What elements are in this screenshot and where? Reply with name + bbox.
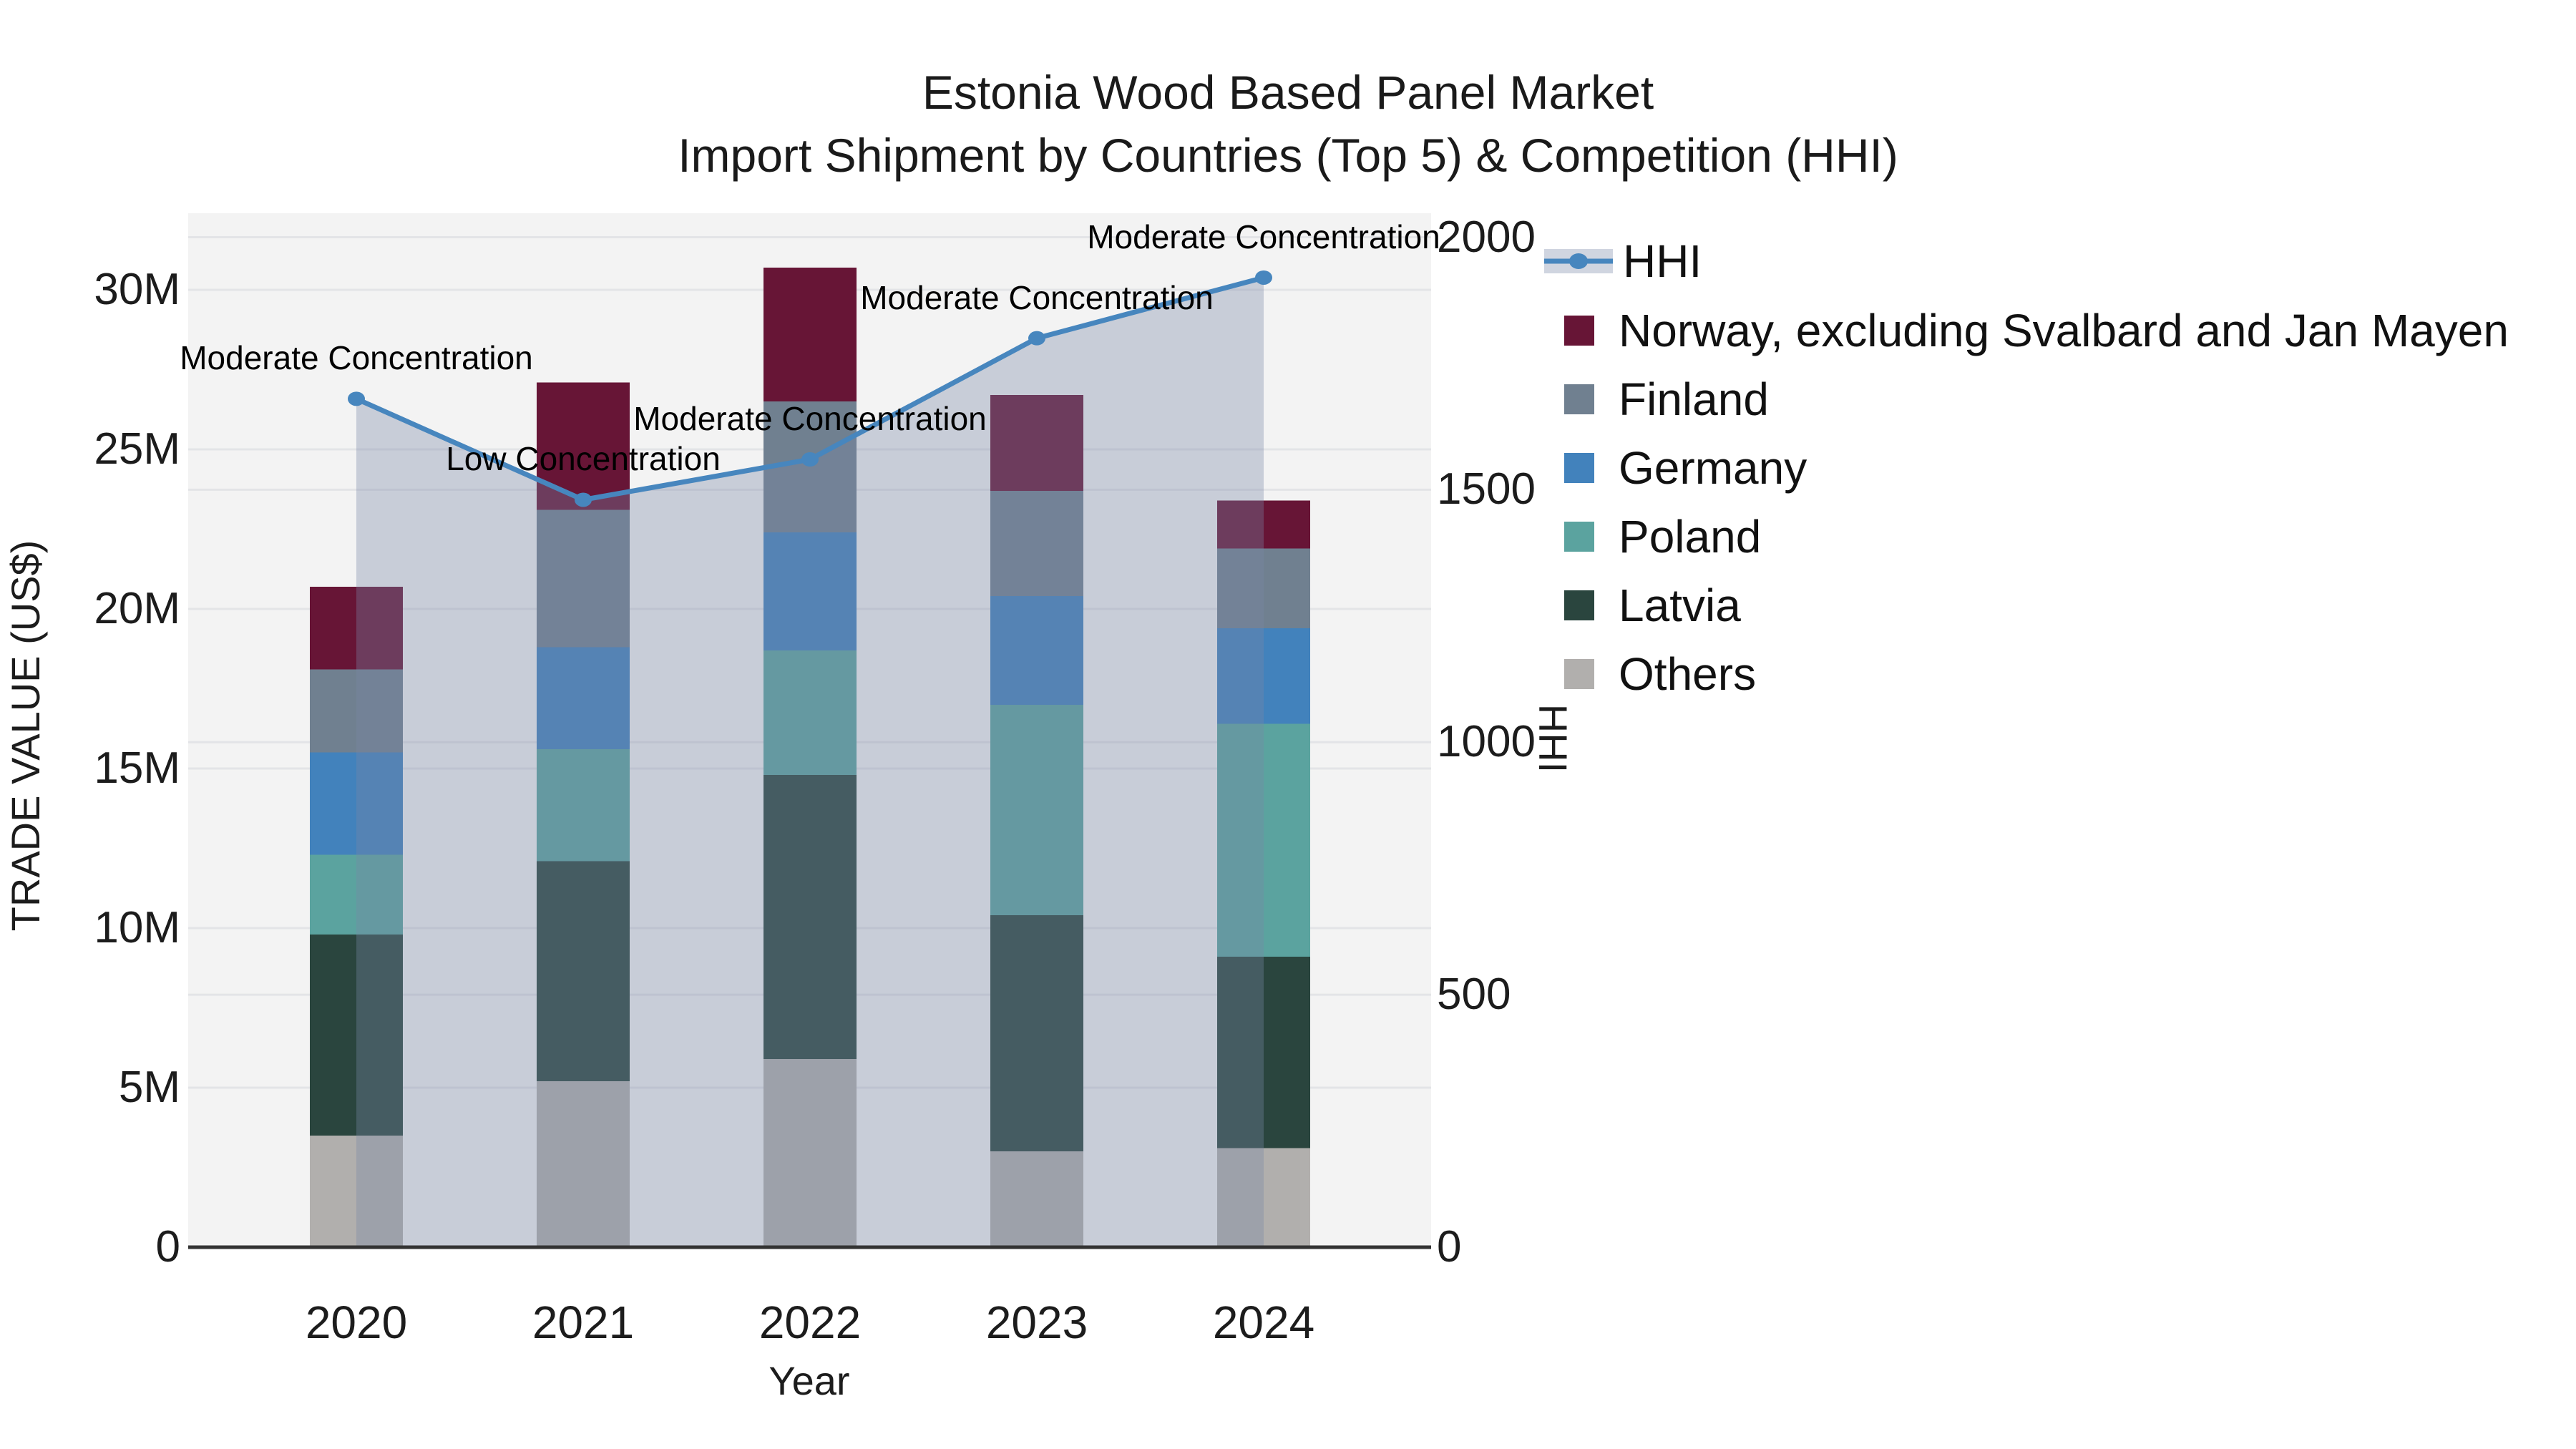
y-right-tick-2000: 2000 (1437, 212, 1536, 262)
legend-item-poland: Poland (1564, 514, 1761, 560)
legend-label-poland: Poland (1619, 511, 1762, 562)
y-left-tick-20M: 20M (94, 584, 180, 633)
bar-segment-2021-others (537, 1081, 630, 1247)
bar-segment-2023-finland (990, 490, 1083, 597)
y-right-tick-0: 0 (1437, 1222, 1462, 1272)
y-left-tick-15M: 15M (94, 743, 180, 793)
legend-label-others: Others (1619, 648, 1757, 700)
bar-segment-2023-norway (990, 395, 1083, 491)
chart-title-line1: Estonia Wood Based Panel Market (922, 66, 1654, 119)
hhi-marker-2020 (348, 391, 365, 406)
bar-segment-2022-germany (763, 532, 857, 650)
bar-segment-2023-germany (990, 596, 1083, 705)
x-tick-2020: 2020 (305, 1297, 408, 1348)
bar-segment-2023-others (990, 1151, 1083, 1247)
annotation-2022: Moderate Concentration (633, 400, 987, 438)
bar-segment-2024-germany (1217, 628, 1310, 724)
hhi-marker-2024 (1255, 270, 1272, 285)
legend-swatch-germany (1564, 453, 1594, 483)
bar-segment-2023-latvia (990, 915, 1083, 1152)
x-tick-2022: 2022 (758, 1297, 862, 1348)
hhi-marker-2021 (575, 492, 592, 507)
y-left-tick-10M: 10M (94, 903, 180, 952)
bar-segment-2021-germany (537, 647, 630, 750)
x-tick-2023: 2023 (985, 1297, 1088, 1348)
bar-segment-2020-poland (310, 854, 403, 935)
legend-label-latvia: Latvia (1619, 580, 1741, 631)
legend-item-germany: Germany (1564, 445, 1807, 491)
bar-segment-2022-norway (763, 267, 857, 402)
bar-segment-2020-norway (310, 586, 403, 670)
legend-label-hhi: HHI (1623, 235, 1702, 287)
annotation-2021: Low Concentration (446, 440, 721, 478)
legend-label-finland: Finland (1619, 374, 1769, 425)
y-left-tick-5M: 5M (118, 1063, 180, 1112)
hhi-area-fill (356, 277, 1264, 1248)
bar-segment-2023-poland (990, 704, 1083, 916)
annotation-2024: Moderate Concentration (1087, 218, 1440, 255)
bar-segment-2022-others (763, 1058, 857, 1247)
y-right-tick-1500: 1500 (1437, 464, 1536, 514)
bar-segment-2024-others (1217, 1148, 1310, 1247)
y-left-tick-25M: 25M (94, 424, 180, 474)
bar-segment-2020-finland (310, 669, 403, 753)
legend-item-hhi: HHI (1544, 238, 1702, 284)
bar-segment-2024-finland (1217, 548, 1310, 628)
bar-segment-2024-latvia (1217, 957, 1310, 1148)
bar-segment-2020-others (310, 1135, 403, 1247)
legend-swatch-norway (1564, 316, 1594, 346)
bar-segment-2020-latvia (310, 934, 403, 1136)
legend-swatch-poland (1564, 522, 1594, 552)
chart-title-line2: Import Shipment by Countries (Top 5) & C… (678, 129, 1898, 182)
annotation-2020: Moderate Concentration (180, 339, 533, 377)
y-left-tick-30M: 30M (94, 265, 180, 314)
hhi-line-legend-icon (1544, 249, 1613, 273)
legend-swatch-others (1564, 659, 1594, 689)
bar-segment-2021-poland (537, 749, 630, 862)
bar-segment-2021-latvia (537, 861, 630, 1082)
bar-segment-2024-poland (1217, 723, 1310, 957)
bar-segment-2022-latvia (763, 774, 857, 1059)
y-right-axis-title: HHI (1531, 703, 1576, 774)
legend-item-others: Others (1564, 651, 1756, 697)
annotation-2023: Moderate Concentration (860, 278, 1214, 316)
hhi-marker-2023 (1028, 331, 1045, 346)
y-left-tick-0: 0 (155, 1222, 180, 1272)
y-right-tick-1000: 1000 (1437, 717, 1536, 767)
legend-item-finland: Finland (1564, 376, 1769, 422)
legend-item-norway: Norway, excluding Svalbard and Jan Mayen (1564, 308, 2509, 353)
hhi-marker-2022 (801, 452, 819, 467)
legend-swatch-latvia (1564, 590, 1594, 620)
x-axis-title: Year (769, 1358, 850, 1403)
bar-segment-2020-germany (310, 752, 403, 855)
bar-segment-2021-finland (537, 509, 630, 648)
legend-swatch-finland (1564, 384, 1594, 414)
x-tick-2021: 2021 (532, 1297, 635, 1348)
legend-item-latvia: Latvia (1564, 582, 1741, 628)
bar-segment-2024-norway (1217, 500, 1310, 549)
bar-segment-2022-poland (763, 650, 857, 775)
x-tick-2024: 2024 (1212, 1297, 1315, 1348)
y-right-tick-500: 500 (1437, 970, 1511, 1020)
legend-label-norway: Norway, excluding Svalbard and Jan Mayen (1619, 305, 2509, 356)
legend-label-germany: Germany (1619, 442, 1807, 494)
